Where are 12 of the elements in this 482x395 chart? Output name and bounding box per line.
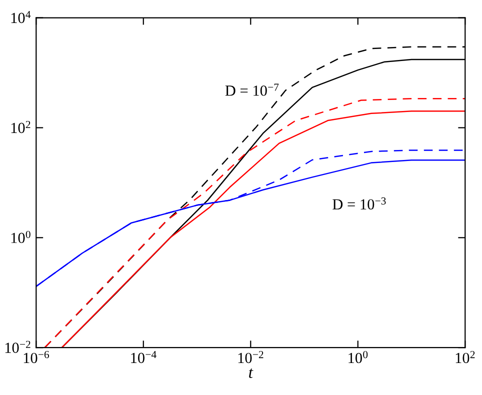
x-tick-label: 10$^{−4}$ bbox=[131, 350, 156, 364]
y-tick-label: 10$^{−2}$ bbox=[5, 340, 30, 353]
x-tick-label: 10$^{−6}$ bbox=[24, 350, 50, 364]
y-tick-label: 10$^{2}$ bbox=[11, 120, 30, 134]
annotation: D = 10$^{−3}$ bbox=[332, 197, 386, 210]
x-tick-label: 10$^{2}$ bbox=[456, 350, 475, 364]
x-tick-label: 10$^{−2}$ bbox=[238, 350, 264, 364]
y-tick-label: 10$^{0}$ bbox=[11, 230, 30, 244]
y-tick-label: 10$^{4}$ bbox=[11, 11, 31, 24]
x-axis-title: t bbox=[249, 368, 254, 378]
x-tick-label: 10$^{0}$ bbox=[348, 350, 368, 364]
annotation: D = 10$^{−7}$ bbox=[225, 84, 279, 96]
